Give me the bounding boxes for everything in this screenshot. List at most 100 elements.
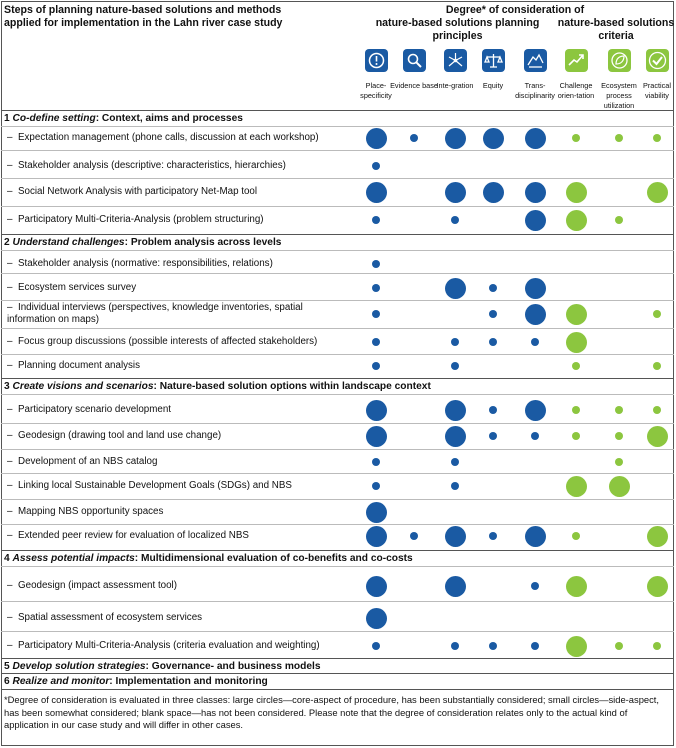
small-circle-marker: [572, 432, 580, 440]
divider: [1, 631, 674, 632]
divider: [1, 378, 674, 379]
network-icon: [443, 49, 467, 72]
footnote: *Degree of consideration is evaluated in…: [4, 694, 660, 731]
large-circle-marker: [365, 127, 387, 149]
balance-scale-icon: [481, 49, 505, 72]
section-number: 2: [4, 237, 13, 248]
small-circle-marker: [372, 362, 380, 370]
large-circle-marker: [565, 209, 587, 231]
section-number: 4: [4, 553, 13, 564]
table-row-label: – Stakeholder analysis (descriptive: char…: [7, 160, 286, 171]
small-circle-marker: [451, 338, 459, 346]
large-circle-marker: [365, 575, 387, 597]
divider: [1, 689, 674, 690]
column-label: Place-specificity: [360, 81, 392, 100]
large-circle-marker: [444, 525, 466, 547]
small-circle-marker: [489, 338, 497, 346]
table-row-label: – Geodesign (drawing tool and land use ch…: [7, 430, 222, 441]
column-label: Ecosystem process utilization: [601, 81, 637, 110]
table-row-label: – Mapping NBS opportunity spaces: [7, 506, 164, 517]
small-circle-marker: [489, 432, 497, 440]
criteria-group-title: nature-based solutions criteria: [557, 17, 675, 42]
divider: [1, 499, 674, 500]
table-row-label: – Participatory Multi-Criteria-Analysis (…: [7, 214, 264, 225]
large-circle-marker: [608, 475, 630, 497]
section-title: Develop solution strategies: [12, 661, 146, 672]
table-row-label: – Individual interviews (perspectives, kn…: [7, 302, 303, 325]
table-row-label: – Participatory Multi-Criteria-Analysis (…: [7, 640, 320, 651]
section-title: Understand challenges: [12, 237, 125, 248]
divider: [1, 206, 674, 207]
divider: [1, 126, 674, 127]
small-circle-marker: [572, 532, 580, 540]
hands-icon: [523, 49, 547, 72]
small-circle-marker: [615, 134, 623, 142]
large-circle-marker: [365, 607, 387, 629]
small-circle-marker: [372, 284, 380, 292]
section-subtitle: : Context, aims and processes: [95, 113, 243, 124]
small-circle-marker: [653, 310, 661, 318]
table-row-label: – Expectation management (phone calls, di…: [7, 132, 319, 143]
small-circle-marker: [372, 310, 380, 318]
small-circle-marker: [451, 216, 459, 224]
section-title: Realize and monitor: [12, 676, 110, 687]
large-circle-marker: [365, 425, 387, 447]
large-circle-marker: [365, 399, 387, 421]
small-circle-marker: [615, 406, 623, 414]
large-circle-marker: [646, 181, 668, 203]
large-circle-marker: [646, 425, 668, 447]
section-number: 6: [4, 676, 13, 687]
divider: [1, 300, 674, 301]
section-heading: 4 Assess potential impacts: Multidimensi…: [4, 552, 413, 565]
table-row-label: – Spatial assessment of ecosystem service…: [7, 612, 203, 623]
section-heading: 6 Realize and monitor: Implementation an…: [4, 675, 268, 688]
large-circle-marker: [444, 575, 466, 597]
divider: [1, 601, 674, 602]
large-circle-marker: [482, 127, 504, 149]
divider: [1, 178, 674, 179]
column-label: Evidence base: [390, 81, 438, 90]
large-circle-marker: [444, 425, 466, 447]
small-circle-marker: [572, 406, 580, 414]
trend-up-icon: [564, 49, 588, 72]
small-circle-marker: [615, 458, 623, 466]
table-row-label: – Development of an NBS catalog: [7, 456, 158, 467]
column-label: Practical viability: [643, 81, 671, 100]
large-circle-marker: [565, 331, 587, 353]
small-circle-marker: [372, 162, 380, 170]
large-circle-marker: [646, 575, 668, 597]
divider: [1, 658, 674, 659]
small-circle-marker: [653, 134, 661, 142]
small-circle-marker: [489, 642, 497, 650]
section-subtitle: : Governance- and business models: [145, 661, 321, 672]
principles-group-title: nature-based solutions planning principl…: [375, 17, 540, 42]
large-circle-marker: [565, 635, 587, 657]
divider: [1, 550, 674, 551]
small-circle-marker: [489, 284, 497, 292]
small-circle-marker: [372, 216, 380, 224]
large-circle-marker: [524, 303, 546, 325]
small-circle-marker: [489, 406, 497, 414]
small-circle-marker: [572, 362, 580, 370]
divider: [1, 394, 674, 395]
table-row-label: – Participatory scenario development: [7, 404, 172, 415]
small-circle-marker: [451, 482, 459, 490]
column-label: Equity: [482, 81, 504, 90]
section-subtitle: : Problem analysis across levels: [124, 237, 282, 248]
section-subtitle: : Multidimensional evaluation of co-bene…: [134, 553, 413, 564]
small-circle-marker: [410, 134, 418, 142]
large-circle-marker: [524, 127, 546, 149]
section-number: 3: [4, 381, 13, 392]
table-row-label: – Social Network Analysis with participat…: [7, 186, 258, 197]
large-circle-marker: [565, 475, 587, 497]
divider: [1, 673, 674, 674]
small-circle-marker: [372, 458, 380, 466]
large-circle-marker: [524, 277, 546, 299]
small-circle-marker: [615, 432, 623, 440]
small-circle-marker: [531, 338, 539, 346]
divider: [1, 250, 674, 251]
divider: [1, 150, 674, 151]
info-pin-icon: [364, 49, 388, 72]
large-circle-marker: [444, 181, 466, 203]
small-circle-marker: [372, 482, 380, 490]
